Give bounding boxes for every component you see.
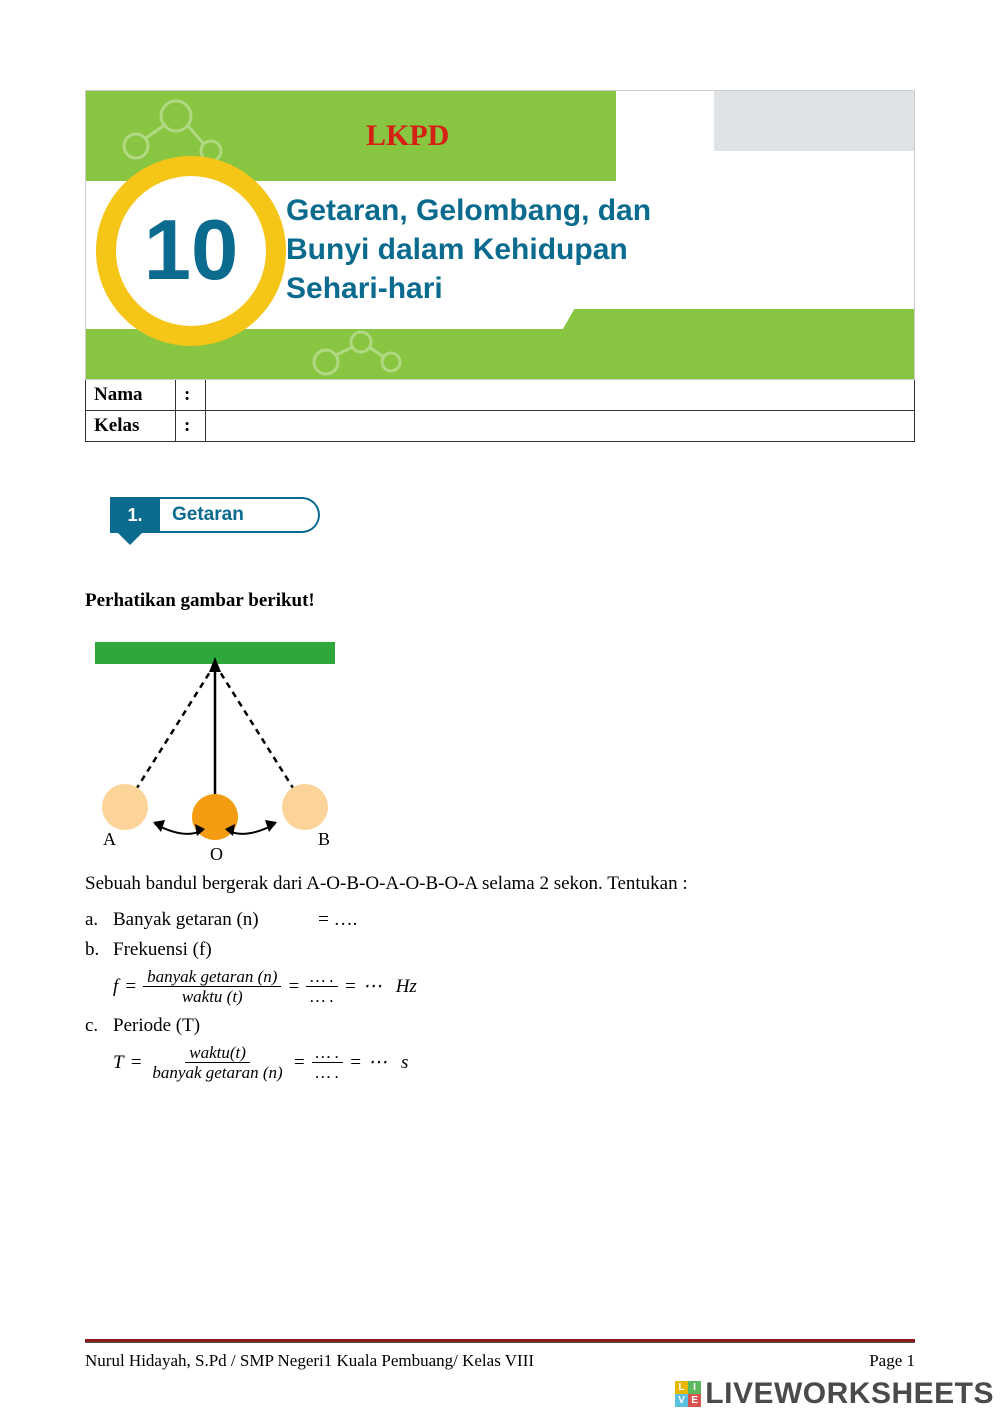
problem-intro: Sebuah bandul bergerak dari A-O-B-O-A-O-… <box>85 870 915 899</box>
pendulum-label-a: A <box>103 829 116 849</box>
chapter-number: 10 <box>144 202 239 300</box>
footer-author: Nurul Hidayah, S.Pd / SMP Negeri1 Kuala … <box>85 1351 534 1371</box>
formula-period: T = waktu(t) banyak getaran (n) = … . … … <box>113 1043 915 1083</box>
liveworksheets-watermark: L I V E LIVEWORKSHEETS <box>675 1377 994 1411</box>
pendulum-diagram: A B O <box>85 632 345 862</box>
page-footer: Nurul Hidayah, S.Pd / SMP Negeri1 Kuala … <box>85 1351 915 1371</box>
question-a: a. Banyak getaran (n) = …. <box>85 909 915 931</box>
molecule-decoration-icon <box>306 327 406 377</box>
nama-label: Nama <box>86 380 176 411</box>
lkpd-label: LKPD <box>366 119 449 153</box>
chapter-banner: 10 LKPD Getaran, Gelombang, dan Bunyi da… <box>85 90 915 380</box>
section-header: 1. Getaran <box>110 497 330 535</box>
pendulum-label-o: O <box>210 844 223 862</box>
kelas-input[interactable] <box>206 411 915 442</box>
formula-frequency: f = banyak getaran (n) waktu (t) = … . …… <box>113 967 915 1007</box>
chapter-title: Getaran, Gelombang, dan Bunyi dalam Kehi… <box>286 191 651 308</box>
section-title: Getaran <box>160 497 320 533</box>
question-b: b. Frekuensi (f) <box>85 939 915 961</box>
student-info-table: Nama : Kelas : <box>85 379 915 442</box>
question-c: c. Periode (T) <box>85 1015 915 1037</box>
section-number: 1. <box>110 497 160 533</box>
instruction-text: Perhatikan gambar berikut! <box>85 590 915 612</box>
footer-separator <box>85 1339 915 1343</box>
nama-input[interactable] <box>206 380 915 411</box>
pendulum-label-b: B <box>318 829 330 849</box>
kelas-label: Kelas <box>86 411 176 442</box>
liveworksheets-logo-icon: L I V E <box>675 1381 701 1407</box>
footer-page: Page 1 <box>869 1351 915 1371</box>
